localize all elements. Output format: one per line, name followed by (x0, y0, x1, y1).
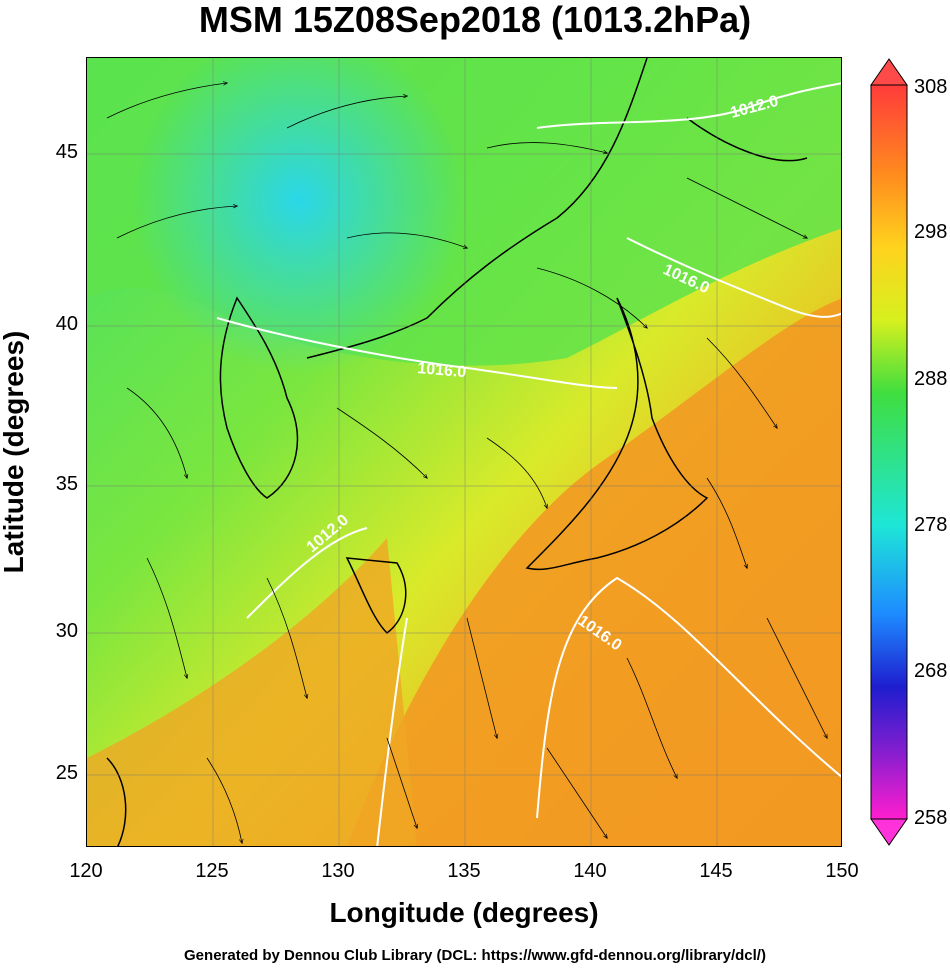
korea-coast (219, 296, 299, 499)
x-tick: 140 (573, 860, 607, 882)
x-tick: 145 (699, 860, 733, 882)
colorbar-label: 278 (914, 514, 948, 536)
asia-coast (306, 58, 648, 359)
y-tick: 40 (55, 313, 78, 335)
colorbar-label: 268 (914, 660, 948, 682)
colorbar-label: 288 (914, 368, 948, 390)
temperature-map: 1012.0 1016.0 1016.0 1012.0 1016.0 (87, 58, 841, 846)
colorbar-label: 258 (914, 807, 948, 829)
colorbar-label: 308 (914, 76, 948, 98)
x-axis-label: Longitude (degrees) (329, 897, 599, 928)
x-tick: 150 (825, 860, 859, 882)
colorbar-label: 298 (914, 221, 948, 243)
map-plot-area[interactable]: 1012.0 1016.0 1016.0 1012.0 1016.0 (86, 57, 842, 847)
x-tick: 130 (321, 860, 355, 882)
x-tick: 120 (69, 860, 103, 882)
taiwan-coast (106, 757, 127, 846)
y-tick: 35 (55, 473, 78, 495)
y-tick: 25 (55, 762, 78, 784)
map-title: MSM 15Z08Sep2018 (1013.2hPa) (198, 0, 752, 40)
colorbar (869, 57, 909, 847)
footer-credit: Generated by Dennou Club Library (DCL: h… (184, 947, 766, 964)
isobar-label-2: 1016.0 (417, 360, 467, 381)
x-tick: 135 (447, 860, 481, 882)
y-tick: 30 (55, 620, 78, 642)
honshu-coast (525, 297, 709, 571)
y-tick: 45 (55, 141, 78, 163)
x-tick: 125 (195, 860, 229, 882)
y-axis-label: Latitude (degrees) (0, 330, 29, 574)
